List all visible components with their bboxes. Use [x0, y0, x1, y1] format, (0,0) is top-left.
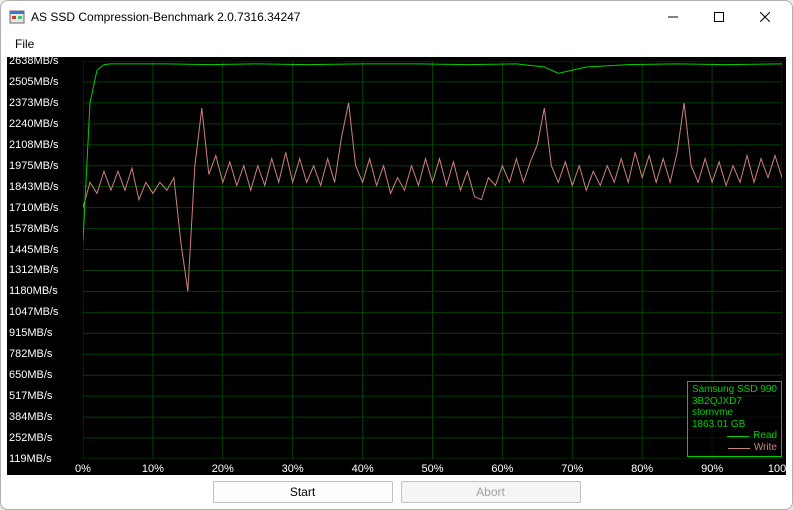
chart-area: 2638MB/s 2505MB/s 2373MB/s 2240MB/s 2108MB/s…	[7, 57, 786, 475]
y-axis-label: 1047MB/s	[9, 306, 59, 318]
button-row: Start Abort	[1, 477, 792, 509]
menubar: File	[1, 33, 792, 55]
maximize-button[interactable]	[696, 2, 742, 32]
legend-read-label: Read	[753, 430, 777, 442]
y-axis-label: 782MB/s	[9, 348, 52, 360]
menu-file[interactable]: File	[9, 35, 40, 53]
x-axis-label: 10%	[142, 463, 164, 475]
titlebar: AS SSD Compression-Benchmark 2.0.7316.34…	[1, 1, 792, 33]
window-controls	[650, 2, 788, 32]
y-axis-labels: 2638MB/s 2505MB/s 2373MB/s 2240MB/s 2108MB/s…	[9, 57, 83, 475]
x-axis-label: 50%	[421, 463, 443, 475]
y-axis-label: 2505MB/s	[9, 76, 59, 88]
legend-read-row: Read	[692, 430, 777, 442]
close-button[interactable]	[742, 2, 788, 32]
x-axis-label: 30%	[282, 463, 304, 475]
y-axis-label: 1843MB/s	[9, 181, 59, 193]
y-axis-label: 915MB/s	[9, 327, 52, 339]
y-axis-label: 517MB/s	[9, 390, 52, 402]
y-axis-label: 1975MB/s	[9, 160, 59, 172]
legend-device-name: Samsung SSD 990	[692, 384, 777, 396]
x-axis-labels: 0%10%20%30%40%50%60%70%80%90%100%	[83, 459, 782, 475]
x-axis-label: 80%	[631, 463, 653, 475]
y-axis-label: 2373MB/s	[9, 97, 59, 109]
y-axis-label: 384MB/s	[9, 411, 52, 423]
app-window: AS SSD Compression-Benchmark 2.0.7316.34…	[0, 0, 793, 510]
x-axis-label: 0%	[75, 463, 91, 475]
y-axis-label: 2638MB/s	[9, 57, 59, 67]
y-axis-label: 252MB/s	[9, 432, 52, 444]
y-axis-label: 2108MB/s	[9, 139, 59, 151]
x-axis-label: 100%	[768, 463, 786, 475]
y-axis-label: 119MB/s	[9, 453, 52, 465]
y-axis-label: 2240MB/s	[9, 118, 59, 130]
minimize-icon	[668, 12, 678, 22]
y-axis-label: 1578MB/s	[9, 223, 59, 235]
maximize-icon	[714, 12, 724, 22]
legend-driver: stornvme	[692, 407, 777, 419]
legend-write-label: Write	[754, 442, 777, 454]
y-axis-label: 1710MB/s	[9, 202, 59, 214]
y-axis-label: 1445MB/s	[9, 244, 59, 256]
chart-legend: Samsung SSD 990 3B2QJXD7 stornvme 1863.0…	[687, 381, 782, 457]
minimize-button[interactable]	[650, 2, 696, 32]
x-axis-label: 40%	[352, 463, 374, 475]
y-axis-label: 650MB/s	[9, 369, 52, 381]
legend-device-id: 3B2QJXD7	[692, 396, 777, 408]
legend-capacity: 1863.01 GB	[692, 419, 777, 431]
x-axis-label: 60%	[491, 463, 513, 475]
x-axis-label: 70%	[561, 463, 583, 475]
abort-button[interactable]: Abort	[401, 481, 581, 503]
legend-read-swatch	[727, 436, 749, 437]
x-axis-label: 90%	[701, 463, 723, 475]
legend-write-row: Write	[692, 442, 777, 454]
x-axis-label: 20%	[212, 463, 234, 475]
start-button[interactable]: Start	[213, 481, 393, 503]
close-icon	[760, 12, 770, 22]
chart-plot	[83, 61, 782, 459]
window-title: AS SSD Compression-Benchmark 2.0.7316.34…	[31, 10, 650, 24]
app-icon	[9, 9, 25, 25]
y-axis-label: 1312MB/s	[9, 264, 59, 276]
legend-write-swatch	[728, 448, 750, 449]
y-axis-label: 1180MB/s	[9, 285, 58, 297]
